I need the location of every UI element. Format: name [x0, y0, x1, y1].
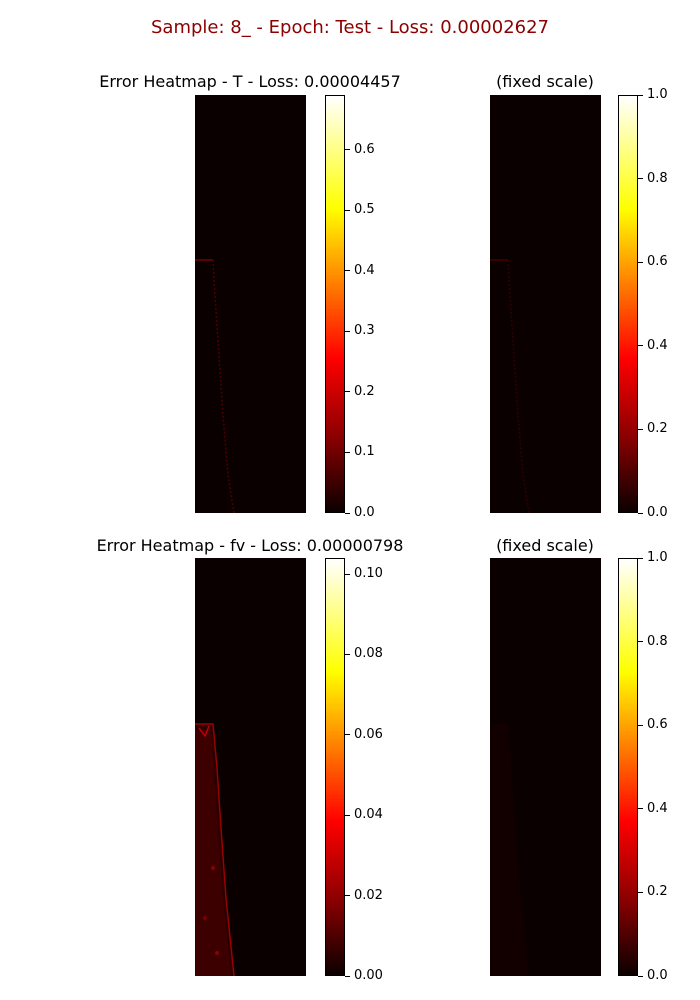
colorbar-tick-mark	[638, 641, 643, 643]
heatmap-fv-speck	[211, 866, 215, 870]
heatmap-fv-corner	[198, 725, 210, 738]
colorbar-tick-label: 0.6	[354, 141, 375, 157]
colorbar-fv	[325, 558, 345, 976]
heatmap-t-fixed-features	[490, 259, 530, 513]
colorbar-tick-label: 0.2	[354, 383, 375, 399]
panel-title-t-fixed: (fixed scale)	[496, 72, 594, 91]
colorbar-tick-mark	[345, 391, 350, 393]
colorbar-tick-mark	[638, 261, 643, 263]
colorbar-tick-mark	[345, 734, 350, 736]
colorbar-tick-label: 0.8	[647, 633, 668, 649]
heatmap-fv-features	[195, 723, 235, 976]
heatmap-fv-edge	[195, 723, 235, 976]
heatmap-fv-speck	[203, 916, 207, 920]
colorbar-fv-fixed	[618, 558, 638, 976]
colorbar-tick-mark	[345, 149, 350, 151]
colorbar-tick-label: 0.1	[354, 444, 375, 460]
colorbar-tick-label: 0.00	[354, 968, 383, 983]
colorbar-tick-label: 0.6	[647, 717, 668, 733]
colorbar-tick-mark	[638, 808, 643, 810]
colorbar-tick-mark	[345, 512, 350, 514]
colorbar-tick-mark	[345, 975, 350, 977]
heatmap-t	[195, 95, 306, 513]
colorbar-tick-mark	[638, 512, 643, 514]
colorbar-tick-label: 0.06	[354, 726, 383, 742]
heatmap-t-fixed-streak	[507, 259, 530, 513]
colorbar-tick-mark	[638, 345, 643, 347]
colorbar-tick-label: 0.08	[354, 646, 383, 662]
heatmap-fv-speck	[215, 951, 219, 955]
colorbar-tick-mark	[638, 975, 643, 977]
figure-suptitle: Sample: 8_ - Epoch: Test - Loss: 0.00002…	[150, 17, 549, 38]
colorbar-tick-label: 0.10	[354, 566, 383, 582]
heatmap-fv-region-core	[195, 730, 231, 976]
colorbar-tick-label: 0.6	[647, 254, 668, 270]
colorbar-tick-label: 0.5	[354, 202, 375, 218]
heatmap-fv-fixed	[490, 558, 601, 976]
colorbar-tick-label: 0.2	[647, 884, 668, 900]
colorbar-tick-label: 1.0	[647, 87, 668, 102]
colorbar-tick-mark	[638, 557, 643, 559]
colorbar-tick-mark	[345, 814, 350, 816]
panel-title-fv-fixed: (fixed scale)	[496, 536, 594, 555]
heatmap-fv-fixed-features	[490, 724, 529, 976]
colorbar-tick-mark	[638, 724, 643, 726]
colorbar-tick-label: 0.04	[354, 807, 383, 823]
colorbar-tick-label: 1.0	[647, 550, 668, 565]
colorbar-tick-mark	[638, 178, 643, 180]
colorbar-tick-label: 0.0	[647, 968, 668, 983]
colorbar-tick-mark	[345, 330, 350, 332]
colorbar-tick-label: 0.4	[354, 262, 375, 278]
heatmap-t-features	[195, 259, 235, 513]
colorbar-tick-label: 0.0	[354, 505, 375, 520]
colorbar-tick-mark	[638, 94, 643, 96]
panel-title-t: Error Heatmap - T - Loss: 0.00004457	[99, 72, 401, 91]
colorbar-tick-label: 0.0	[647, 505, 668, 520]
colorbar-tick-mark	[345, 209, 350, 211]
colorbar-t-fixed	[618, 95, 638, 513]
heatmap-fv-fixed-region	[490, 724, 529, 976]
colorbar-tick-mark	[638, 891, 643, 893]
heatmap-fv	[195, 558, 306, 976]
colorbar-tick-label: 0.8	[647, 170, 668, 186]
colorbar-tick-mark	[345, 653, 350, 655]
heatmap-t-fixed	[490, 95, 601, 513]
colorbar-t	[325, 95, 345, 513]
colorbar-tick-mark	[345, 573, 350, 575]
colorbar-tick-mark	[345, 451, 350, 453]
colorbar-tick-mark	[345, 270, 350, 272]
colorbar-tick-label: 0.2	[647, 421, 668, 437]
colorbar-tick-mark	[345, 895, 350, 897]
colorbar-tick-label: 0.4	[647, 337, 668, 353]
heatmap-t-streak	[212, 259, 235, 513]
colorbar-tick-label: 0.3	[354, 323, 375, 339]
colorbar-tick-label: 0.4	[647, 800, 668, 816]
colorbar-tick-label: 0.02	[354, 887, 383, 903]
panel-title-fv: Error Heatmap - fv - Loss: 0.00000798	[96, 536, 404, 555]
colorbar-tick-mark	[638, 428, 643, 430]
